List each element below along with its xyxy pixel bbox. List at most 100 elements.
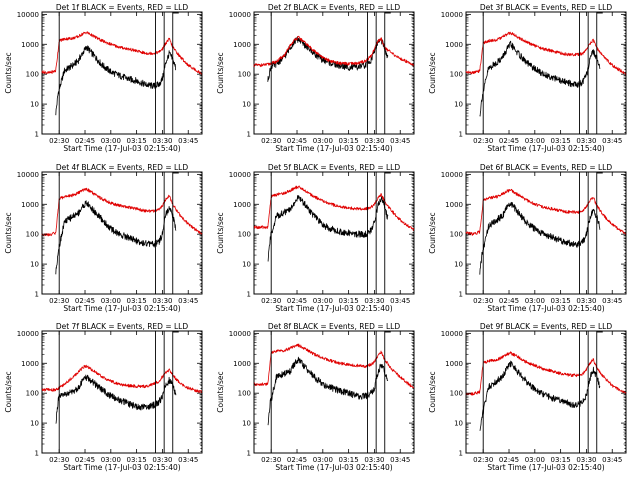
x-tick-label: 03:30 <box>576 297 596 305</box>
y-tick-label: 1000 <box>21 360 39 368</box>
y-tick-label: 1000 <box>233 41 251 49</box>
y-axis-label: Counts/sec <box>216 371 225 412</box>
panel-title: Det 5f BLACK = Events, RED = LLD <box>268 163 401 172</box>
x-tick-label: 03:00 <box>101 137 121 145</box>
x-tick-label: 02:30 <box>473 297 493 305</box>
x-tick-label: 02:30 <box>261 456 281 464</box>
x-axis-label: Start Time (17-Jul-03 02:15:40) <box>63 304 180 313</box>
x-tick-label: 02:45 <box>287 456 307 464</box>
plot-frame <box>465 330 627 454</box>
plot-frame <box>253 11 415 135</box>
y-tick-label: 100 <box>450 71 463 79</box>
series-lld-line <box>253 343 415 389</box>
y-tick-label: 10 <box>454 420 463 428</box>
y-tick-label: 10000 <box>229 330 251 338</box>
x-tick-label: 03:15 <box>339 137 359 145</box>
chart-panel: 1 10 100 1000 10000 02:30 02:45 03:00 03:15 03:30… <box>4 163 203 313</box>
y-tick-label: 1000 <box>445 41 463 49</box>
x-tick-label: 03:30 <box>152 297 172 305</box>
y-tick-label: 10 <box>30 101 39 109</box>
series-events-line <box>267 356 389 426</box>
x-tick-label: 02:45 <box>499 297 519 305</box>
y-axis-label: Counts/sec <box>4 371 13 412</box>
y-axis-label: Counts/sec <box>428 212 437 253</box>
x-tick-label: 03:45 <box>602 456 622 464</box>
panel-title: Det 7f BLACK = Events, RED = LLD <box>56 322 189 331</box>
x-tick-label: 03:15 <box>551 456 571 464</box>
y-tick-label: 1 <box>459 450 463 458</box>
chart-panel: 1 10 100 1000 10000 02:30 02:45 03:00 03:15 03:30… <box>4 3 203 153</box>
x-axis-label: Start Time (17-Jul-03 02:15:40) <box>487 463 604 472</box>
y-tick-label: 100 <box>26 231 39 239</box>
x-tick-label: 03:00 <box>101 456 121 464</box>
y-tick-label: 10000 <box>17 171 39 179</box>
x-tick-label: 03:00 <box>525 137 545 145</box>
x-tick-label: 03:45 <box>178 297 198 305</box>
series-lld-line <box>253 35 415 68</box>
x-axis-label: Start Time (17-Jul-03 02:15:40) <box>487 304 604 313</box>
x-axis-label: Start Time (17-Jul-03 02:15:40) <box>63 144 180 153</box>
panel-title: Det 4f BLACK = Events, RED = LLD <box>56 163 189 172</box>
chart-panel: 1 10 100 1000 10000 02:30 02:45 03:00 03:15 03:30… <box>428 3 627 153</box>
x-tick-label: 03:00 <box>313 137 333 145</box>
x-axis-label: Start Time (17-Jul-03 02:15:40) <box>275 304 392 313</box>
x-tick-label: 02:45 <box>75 137 95 145</box>
x-tick-label: 03:00 <box>101 297 121 305</box>
x-axis-label: Start Time (17-Jul-03 02:15:40) <box>63 463 180 472</box>
chart-panel: 1 10 100 1000 10000 02:30 02:45 03:00 03:15 03:30… <box>4 322 203 472</box>
x-tick-label: 03:30 <box>364 137 384 145</box>
series-lld-line <box>465 188 627 236</box>
x-tick-label: 02:30 <box>473 456 493 464</box>
y-tick-label: 10000 <box>441 171 463 179</box>
y-axis-label: Counts/sec <box>428 52 437 93</box>
x-tick-label: 03:45 <box>178 456 198 464</box>
series-events-line <box>479 201 601 275</box>
y-tick-label: 1 <box>35 291 39 299</box>
y-tick-label: 1000 <box>233 360 251 368</box>
panel-title: Det 9f BLACK = Events, RED = LLD <box>480 322 613 331</box>
series-events-line <box>55 45 177 116</box>
x-tick-label: 03:00 <box>525 456 545 464</box>
y-tick-label: 10000 <box>441 330 463 338</box>
y-tick-label: 10 <box>242 420 251 428</box>
series-events-line <box>479 360 601 431</box>
y-tick-label: 10 <box>242 101 251 109</box>
plot-frame <box>253 330 415 454</box>
chart-panel: 1 10 100 1000 10000 02:30 02:45 03:00 03:15 03:30… <box>216 3 415 153</box>
x-tick-label: 03:00 <box>313 456 333 464</box>
y-tick-label: 1000 <box>21 41 39 49</box>
x-tick-label: 02:30 <box>261 137 281 145</box>
x-tick-label: 02:30 <box>49 137 69 145</box>
y-axis-label: Counts/sec <box>216 52 225 93</box>
y-tick-label: 10000 <box>229 11 251 19</box>
x-tick-label: 03:15 <box>339 456 359 464</box>
y-tick-label: 1000 <box>445 360 463 368</box>
x-axis-label: Start Time (17-Jul-03 02:15:40) <box>275 144 392 153</box>
y-tick-label: 100 <box>450 231 463 239</box>
series-lld-line <box>253 185 415 232</box>
x-tick-label: 03:45 <box>178 137 198 145</box>
chart-panel: 1 10 100 1000 10000 02:30 02:45 03:00 03:15 03:30… <box>428 163 627 313</box>
x-tick-label: 03:45 <box>602 297 622 305</box>
series-events-line <box>55 200 177 275</box>
series-lld-line <box>41 364 203 394</box>
y-tick-label: 10000 <box>17 11 39 19</box>
series-lld-line <box>41 31 203 76</box>
x-tick-label: 03:15 <box>339 297 359 305</box>
y-tick-label: 1 <box>459 131 463 139</box>
panel-title: Det 6f BLACK = Events, RED = LLD <box>480 163 613 172</box>
y-tick-label: 100 <box>450 390 463 398</box>
y-tick-label: 10000 <box>441 11 463 19</box>
x-axis-label: Start Time (17-Jul-03 02:15:40) <box>487 144 604 153</box>
panel-title: Det 3f BLACK = Events, RED = LLD <box>480 3 613 12</box>
series-lld-line <box>465 351 627 396</box>
series-lld-line <box>41 187 203 237</box>
y-axis-label: Counts/sec <box>216 212 225 253</box>
chart-panel: 1 10 100 1000 10000 02:30 02:45 03:00 03:15 03:30… <box>216 322 415 472</box>
x-tick-label: 02:45 <box>499 137 519 145</box>
x-tick-label: 03:30 <box>152 137 172 145</box>
y-tick-label: 1000 <box>445 201 463 209</box>
panel-title: Det 2f BLACK = Events, RED = LLD <box>268 3 401 12</box>
y-tick-label: 100 <box>238 231 251 239</box>
